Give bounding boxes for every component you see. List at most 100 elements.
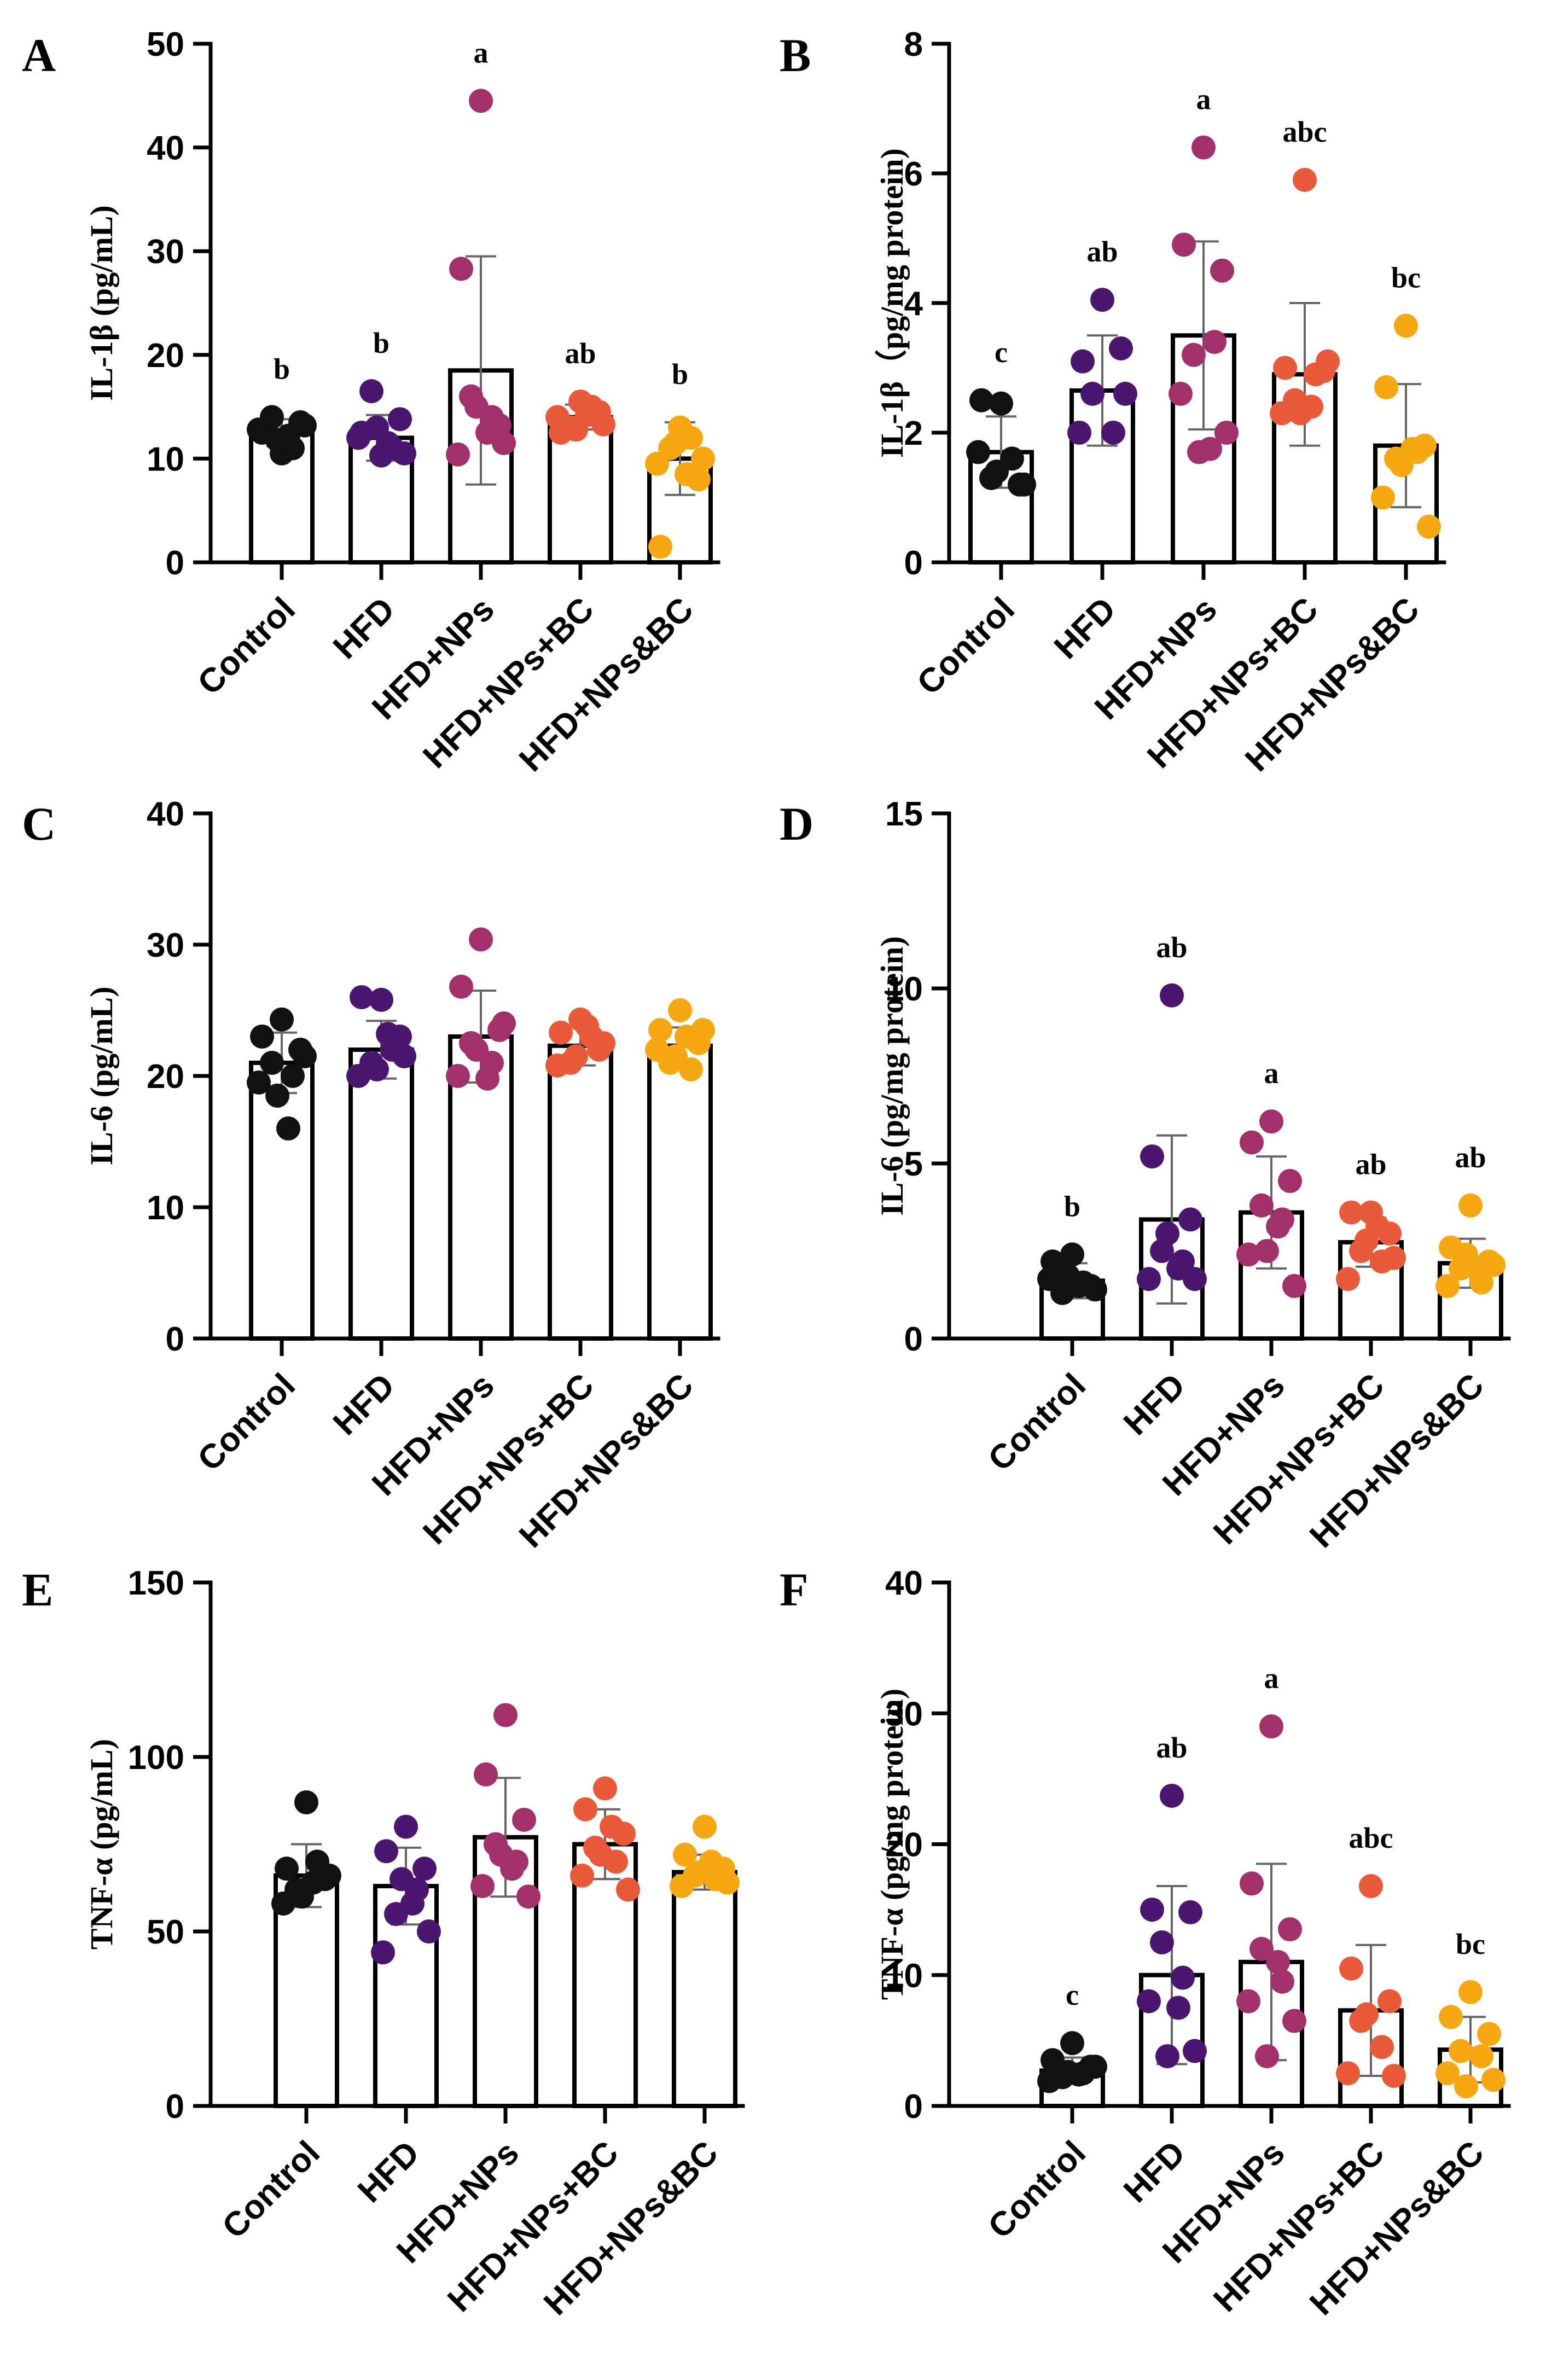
data-point: [1160, 983, 1184, 1008]
y-tick-label: 30: [147, 233, 184, 271]
data-point: [699, 1849, 723, 1874]
data-point: [392, 1044, 416, 1068]
category-label: HFD: [1117, 2134, 1193, 2210]
y-tick-label: 20: [147, 337, 184, 375]
category-label: HFD+NPs+BC: [1206, 2134, 1392, 2319]
y-tick-label: 20: [885, 1826, 923, 1864]
category-label: HFD+NPs&BC: [537, 2134, 725, 2323]
data-point: [1278, 1169, 1302, 1193]
data-point: [469, 927, 493, 952]
data-point: [1454, 2074, 1478, 2099]
panel-letter: D: [780, 798, 813, 850]
y-tick-label: 4: [904, 285, 923, 323]
y-tick-label: 0: [166, 1320, 184, 1358]
y-tick-label: 0: [166, 544, 184, 582]
y-tick-label: 2: [904, 415, 923, 452]
data-point: [1266, 1214, 1290, 1239]
data-point: [591, 1031, 615, 1055]
data-point: [1171, 1965, 1195, 1990]
data-point: [294, 1790, 318, 1814]
data-point: [374, 1839, 398, 1864]
data-point: [1255, 2044, 1279, 2069]
data-point: [464, 1038, 489, 1062]
data-point: [1214, 421, 1239, 445]
panel-F: F TNF-α (pg/mg protein) c Control ab HFD a HFD+…: [780, 1563, 1511, 2323]
y-tick-label: 10: [147, 1189, 184, 1227]
category-label: HFD: [326, 590, 402, 666]
data-point: [1150, 1930, 1174, 1954]
data-point: [247, 1070, 271, 1095]
bar: [249, 1061, 315, 1341]
data-point: [500, 1857, 524, 1881]
significance-letter: ab: [1086, 235, 1118, 268]
data-point: [1355, 2002, 1379, 2027]
data-point: [469, 89, 493, 113]
significance-letter: abc: [1349, 1822, 1393, 1854]
significance-letter: ab: [1355, 1148, 1386, 1181]
data-point: [675, 1025, 699, 1049]
data-point: [417, 1919, 441, 1943]
data-point: [1137, 1989, 1161, 2014]
data-point: [691, 446, 715, 471]
y-tick-label: 6: [904, 155, 923, 193]
category-label: HFD+NPs&BC: [512, 1366, 701, 1555]
data-point: [1183, 2039, 1207, 2063]
data-point: [475, 1066, 499, 1091]
significance-letter: b: [373, 327, 390, 359]
data-point: [1202, 330, 1227, 354]
data-point: [1400, 437, 1425, 461]
data-point: [1439, 2005, 1463, 2029]
data-point: [616, 1877, 640, 1902]
data-point: [1037, 1267, 1061, 1291]
data-point: [446, 1064, 470, 1088]
y-tick-label: 0: [904, 1320, 923, 1358]
y-tick-label: 10: [147, 440, 184, 478]
data-point: [260, 1051, 284, 1075]
panel-letter: E: [22, 1563, 53, 1616]
data-point: [276, 1116, 300, 1140]
data-point: [966, 440, 990, 464]
data-point: [549, 1020, 573, 1045]
panel-letter: C: [22, 798, 56, 850]
y-tick-label: 40: [885, 1564, 923, 1602]
data-point: [1166, 1995, 1190, 2020]
panel-letter: B: [780, 29, 811, 82]
y-tick-label: 8: [904, 26, 923, 63]
data-point: [664, 430, 688, 455]
category-label: HFD+NPs&BC: [512, 590, 701, 779]
data-point: [359, 379, 383, 404]
data-point: [1282, 1274, 1306, 1298]
data-point: [1080, 381, 1105, 406]
data-point: [275, 1857, 299, 1881]
data-point: [371, 1940, 395, 1965]
data-point: [1278, 1917, 1302, 1942]
data-point: [1477, 2022, 1501, 2046]
y-tick-label: 0: [904, 544, 923, 582]
data-point: [1371, 485, 1395, 510]
significance-letter: bc: [1391, 261, 1421, 294]
data-point: [600, 1814, 624, 1839]
data-point: [1101, 421, 1125, 445]
data-point: [1377, 1989, 1402, 2014]
panel-C: CIL-6 (pg/mL)Control HFDHFD+NPsHFD+NPs+BC…: [22, 795, 720, 1555]
data-point: [1067, 421, 1091, 445]
data-point: [1458, 1980, 1483, 2004]
significance-letter: ab: [1156, 1731, 1187, 1764]
data-point: [265, 1084, 289, 1108]
category-label: Control: [215, 2134, 327, 2246]
data-point: [1481, 2068, 1506, 2092]
y-tick-label: 10: [885, 1957, 923, 1995]
category-label: HFD: [326, 1366, 402, 1442]
data-point: [1382, 2063, 1406, 2088]
data-point: [390, 1867, 414, 1892]
category-label: HFD+NPs&BC: [1238, 590, 1427, 779]
data-point: [673, 1842, 697, 1867]
data-point: [675, 462, 699, 486]
data-point: [1060, 2031, 1084, 2056]
data-point: [664, 1044, 688, 1068]
y-axis-label: IL-6 (pg/mg protein): [874, 936, 910, 1215]
data-point: [1270, 401, 1294, 426]
data-point: [281, 1064, 305, 1088]
data-point: [350, 985, 374, 1009]
